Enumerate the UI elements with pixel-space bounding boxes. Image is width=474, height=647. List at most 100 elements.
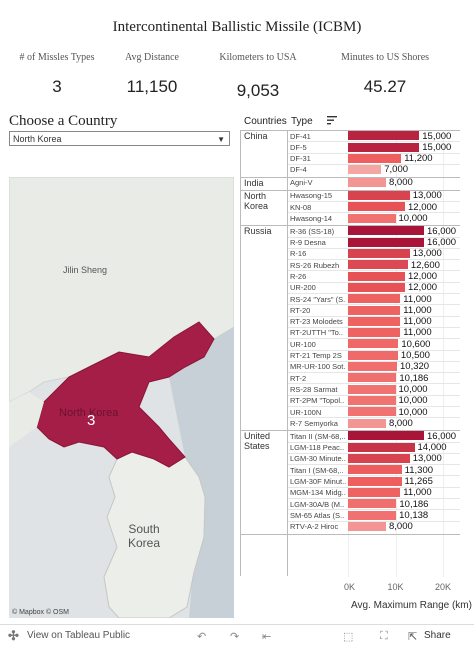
sort-icon[interactable] — [327, 116, 337, 128]
country-label: North Korea — [244, 190, 269, 211]
missile-type-label: MGM-134 Midg.. — [290, 488, 346, 498]
country-group-separator — [240, 430, 460, 432]
range-bar[interactable] — [348, 226, 424, 236]
country-dropdown[interactable]: North Korea ▼ — [9, 131, 230, 146]
country-group-separator — [240, 176, 460, 178]
range-value-label: 15,000 — [422, 130, 452, 142]
missile-type-label: UR-200 — [290, 283, 316, 293]
range-value-label: 14,000 — [417, 442, 447, 453]
range-bar[interactable] — [348, 316, 401, 326]
missile-type-label: R-16 — [290, 249, 307, 259]
range-value-label: 8,000 — [389, 177, 413, 189]
row-separator — [288, 452, 460, 454]
range-bar[interactable] — [348, 350, 398, 360]
range-bar[interactable] — [348, 407, 396, 417]
country-map[interactable]: Jilin Sheng North Korea 3 South Korea © … — [9, 177, 234, 618]
country-dropdown-value: North Korea — [13, 134, 62, 144]
row-separator — [288, 304, 460, 306]
range-value-label: 11,000 — [403, 327, 432, 339]
row-separator — [288, 259, 460, 261]
tableau-logo-icon: ✣ — [8, 628, 19, 643]
share-button[interactable]: Share — [424, 630, 451, 641]
missile-type-label: RS-26 Rubezh — [290, 260, 340, 270]
view-on-tableau-link[interactable]: View on Tableau Public — [27, 630, 131, 641]
missile-type-label: RTV-A-2 Hiroc — [290, 522, 339, 532]
range-bar[interactable] — [348, 487, 401, 497]
range-bar[interactable] — [348, 499, 397, 509]
range-bar[interactable] — [348, 384, 396, 394]
range-bar[interactable] — [348, 190, 410, 200]
missile-type-label: Hwasong-15 — [290, 191, 333, 201]
missile-type-label: UR-100N — [290, 407, 322, 417]
row-separator — [288, 236, 460, 238]
range-bar[interactable] — [348, 237, 424, 247]
missile-type-label: Agni-V — [290, 178, 313, 188]
range-bar[interactable] — [348, 153, 402, 163]
missile-type-label: RT-2PM "Topol.. — [290, 396, 345, 406]
range-value-label: 13,000 — [412, 453, 442, 465]
map-canvas — [9, 177, 234, 618]
redo-icon[interactable]: ↷ — [230, 631, 240, 643]
chart-bottom-border — [240, 533, 460, 535]
range-value-label: 10,138 — [399, 509, 429, 521]
row-separator — [288, 247, 460, 249]
range-bar[interactable] — [348, 465, 402, 475]
range-bar[interactable] — [348, 213, 396, 223]
range-bar[interactable] — [348, 442, 415, 452]
range-bar[interactable] — [348, 362, 398, 371]
range-bar[interactable] — [348, 294, 401, 304]
missile-type-label: RT-21 Temp 2S — [290, 351, 342, 360]
type-divider — [287, 130, 288, 576]
range-bar[interactable] — [348, 373, 397, 383]
country-group-separator — [240, 225, 460, 227]
download-icon[interactable]: ⬚ — [343, 631, 354, 643]
row-separator — [288, 383, 460, 385]
range-value-label: 10,000 — [398, 395, 428, 407]
missile-type-label: LGM-118 Peac.. — [290, 443, 345, 452]
range-bar[interactable] — [348, 249, 410, 258]
undo-icon[interactable]: ↶ — [197, 631, 207, 643]
range-bar[interactable] — [348, 395, 396, 405]
range-bar[interactable] — [348, 165, 382, 175]
country-label: United States — [244, 431, 271, 452]
row-separator — [288, 509, 460, 511]
map-credit: © Mapbox © OSM — [12, 609, 69, 616]
range-bar[interactable] — [348, 476, 402, 486]
map-label-jilin: Jilin Sheng — [63, 265, 108, 275]
country-group-separator — [240, 189, 460, 191]
range-bar[interactable] — [348, 510, 397, 520]
range-bar[interactable] — [348, 431, 424, 441]
range-bar[interactable] — [348, 260, 408, 270]
range-bar[interactable] — [348, 328, 401, 338]
missile-type-label: RT-2UTTH "To.. — [290, 328, 343, 338]
range-value-label: 16,000 — [427, 430, 457, 442]
range-value-label: 16,000 — [427, 237, 457, 248]
missile-type-label: RT-23 Molodets — [290, 317, 343, 327]
row-separator — [288, 475, 460, 477]
revert-icon[interactable]: ⇤ — [262, 631, 272, 643]
range-value-label: 16,000 — [427, 225, 457, 237]
x-axis-tick: 10K — [387, 582, 404, 592]
range-bar[interactable] — [348, 131, 420, 141]
kpi-value: 9,053 — [236, 81, 280, 100]
share-icon[interactable]: ⇱ — [408, 631, 418, 643]
fullscreen-icon[interactable]: ⛶ — [380, 630, 388, 642]
row-separator — [288, 293, 460, 294]
range-value-label: 12,000 — [408, 270, 438, 282]
range-bar[interactable] — [348, 521, 386, 531]
row-separator — [288, 163, 460, 165]
row-separator — [288, 281, 460, 283]
range-bar[interactable] — [348, 282, 405, 292]
range-bar[interactable] — [348, 454, 410, 463]
range-bar[interactable] — [348, 418, 386, 428]
x-axis-tick: 20K — [435, 582, 452, 592]
range-bar[interactable] — [348, 339, 399, 349]
range-bar[interactable] — [348, 142, 420, 152]
range-bar[interactable] — [348, 178, 386, 187]
range-bar[interactable] — [348, 202, 405, 212]
kpi-minutes-to-us: Minutes to US Shores 45.27 — [336, 52, 434, 97]
range-bar[interactable] — [348, 271, 405, 281]
range-bar[interactable] — [348, 305, 401, 315]
row-separator — [288, 141, 460, 143]
missile-type-label: RT-2 — [290, 373, 307, 383]
